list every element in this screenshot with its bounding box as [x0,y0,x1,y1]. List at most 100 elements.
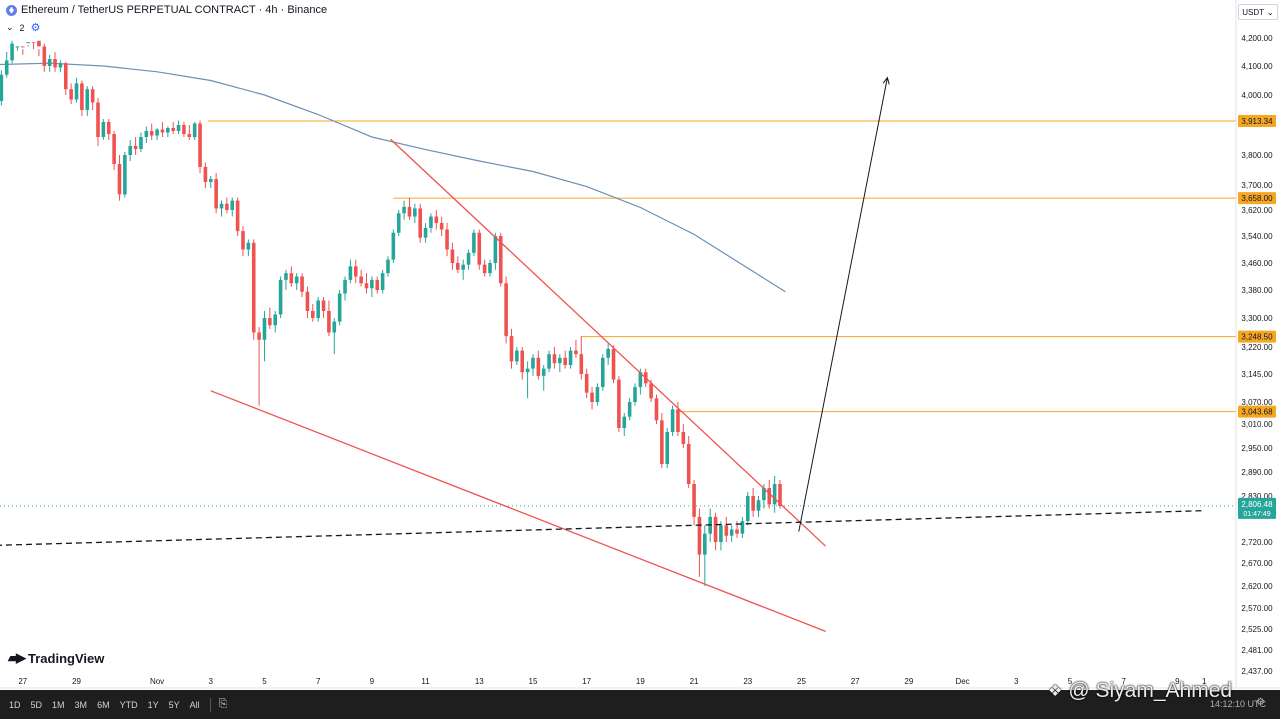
candle-body [305,291,310,311]
y-tick-label: 2,620.00 [1241,582,1273,591]
candle-body [327,311,331,333]
candle-body [53,59,57,68]
candle-body [724,525,729,536]
candle-body [541,368,546,376]
timeframe-6m[interactable]: 6M [97,699,110,710]
candle-body [386,259,390,274]
candle-body [198,123,202,167]
candle-body [509,336,514,362]
x-tick-label: 11 [421,677,430,686]
timeframe-3m[interactable]: 3M [74,699,88,710]
candle-body [101,122,106,137]
candle-body [139,137,143,149]
candle-body [477,232,482,265]
candle-body [778,484,782,507]
candle-body [450,249,455,263]
timeframe-5y[interactable]: 5Y [168,699,180,710]
candle-body [47,59,52,66]
candle-body [740,521,745,534]
candle-body [445,229,449,250]
candle-body [751,496,755,511]
timeframe-ytd[interactable]: YTD [119,699,138,710]
candle-body [520,350,525,373]
trendline-lower [210,390,826,632]
candle-body [63,63,68,90]
indicator-toggle-row[interactable]: ⌄ 2 ⚙ [6,21,40,34]
timeframe-5d[interactable]: 5D [30,699,43,710]
candle-body [745,496,750,522]
candle-body [337,293,342,322]
chart-title-bar[interactable]: Ethereum / TetherUS PERPETUAL CONTRACT ·… [6,4,327,16]
x-tick-label: Nov [150,677,164,686]
candle-body [133,146,138,149]
candle-body [380,273,385,290]
candle-body [391,232,396,260]
timeframe-1m[interactable]: 1M [52,699,65,710]
candle-body [633,387,637,402]
x-tick-label: 3 [209,677,214,686]
candle-body [600,357,605,388]
x-tick-label: 27 [851,677,860,686]
candle-body [117,164,122,195]
candle-body [558,357,562,364]
indicator-settings-icon[interactable]: ⚙ [30,22,41,34]
candle-body [627,402,632,417]
y-tick-label: 4,000.00 [1241,91,1273,100]
candle-body [692,484,696,517]
candle-body [767,488,772,505]
y-tick-label: 2,670.00 [1241,559,1273,568]
tradingview-logo[interactable]: ▰▶ TradingView [8,650,104,666]
price-level-badge [1238,405,1276,418]
candle-body [289,273,294,284]
utc-clock[interactable]: 14:12:10 UTC [1210,699,1267,709]
candle-body [26,42,30,44]
candle-body [536,357,541,376]
date-range-icon[interactable]: ⎘ [218,698,228,710]
candle-body [74,83,79,100]
candle-body [225,203,229,210]
candle-body [713,516,718,542]
chart-settings-icon[interactable]: ⚙ [1256,697,1265,708]
candle-body [149,131,154,136]
candle-body [214,179,218,209]
candle-body [364,283,369,289]
timeframe-all[interactable]: All [189,699,200,710]
x-tick-label: 7 [316,677,321,686]
candle-body [407,206,412,217]
x-tick-label: 5 [262,677,267,686]
candle-body [461,264,465,270]
candle-body [686,444,691,484]
candle-body [300,276,304,292]
timeframe-1d[interactable]: 1D [9,699,21,710]
candle-body [455,263,460,270]
bottom-toolbar: 1D 5D 1M 3M 6M YTD 1Y 5Y All ⎘ 14:12:10 … [0,690,1280,719]
candle-body [676,409,680,432]
candle-body [273,314,278,326]
candle-body [525,368,530,373]
price-level-label: 3,658.00 [1241,194,1273,203]
x-tick-label: 17 [582,677,591,686]
candle-body [638,372,643,388]
candle-body [665,432,670,464]
current-price-badge [1238,497,1276,519]
x-tick-label: 1 [1202,677,1207,686]
y-tick-label: 2,437.00 [1241,667,1273,676]
x-tick-label: 9 [370,677,375,686]
moving-average-line [0,62,786,293]
chevron-down-icon[interactable]: ⌄ [6,22,14,32]
currency-selector[interactable]: USDT ⌄ [1238,4,1278,20]
candle-body [278,279,283,315]
candle-body [42,46,47,66]
candle-body [482,264,487,274]
timeframe-1y[interactable]: 1Y [147,699,159,710]
x-tick-label: 21 [690,677,699,686]
trendlines-layer [0,76,1205,632]
candle-body [429,216,433,228]
candle-body [182,125,186,134]
candle-body [171,128,175,131]
candle-body [649,383,653,399]
candle-body [90,89,95,103]
y-tick-label: 3,070.00 [1241,398,1273,407]
candle-body [595,387,600,402]
